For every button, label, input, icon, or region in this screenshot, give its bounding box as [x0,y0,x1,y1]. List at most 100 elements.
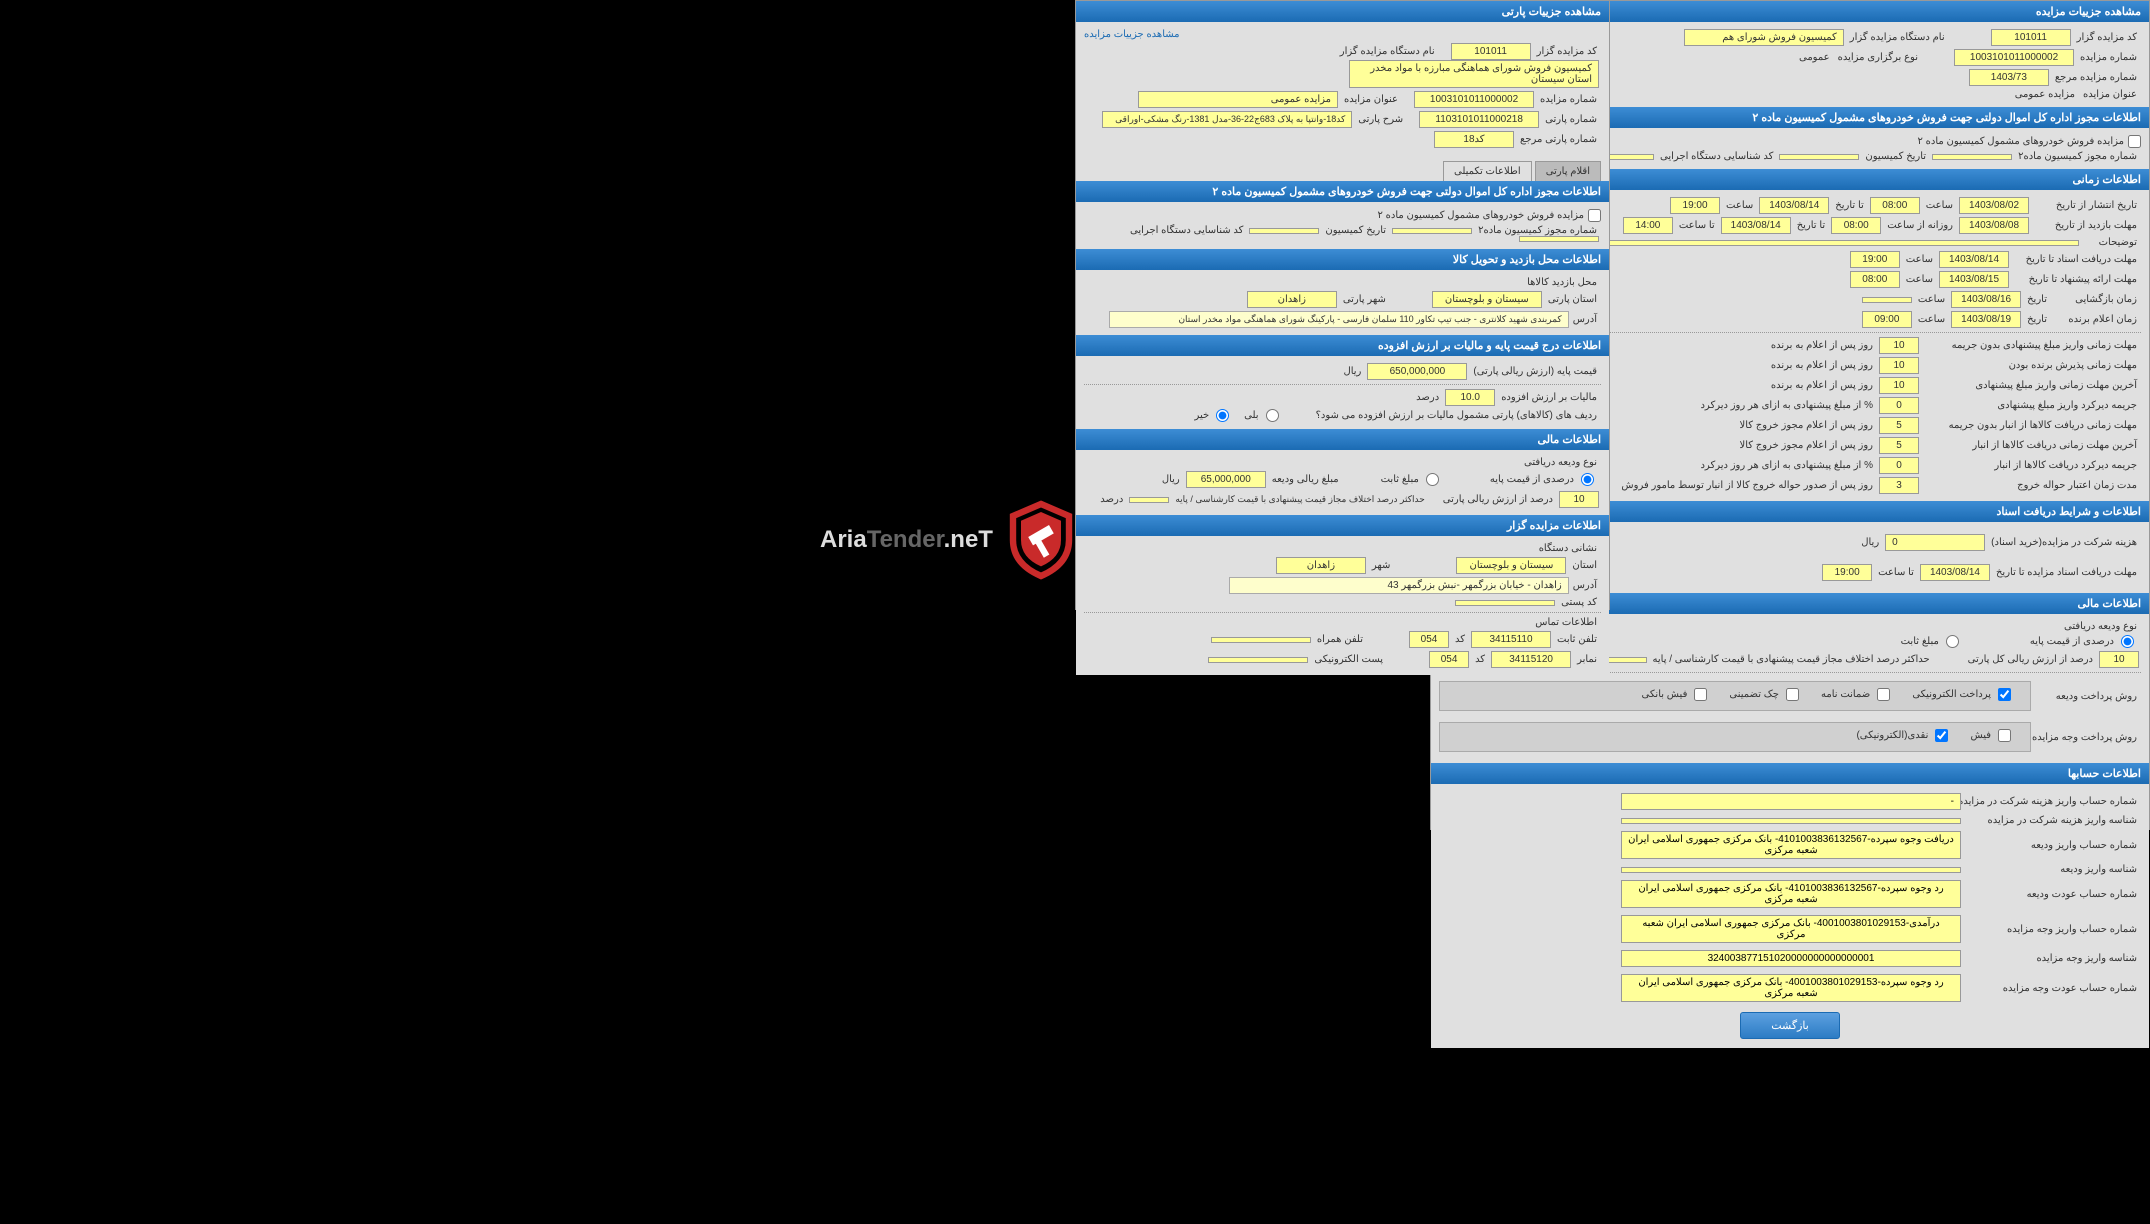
radio-fixed-l[interactable] [1426,473,1439,486]
label-vat: مالیات بر ارزش افزوده [1497,392,1601,403]
field-bid-to: 1403/08/15 [1939,271,2009,288]
watermark-logo: AriaTender.neT [820,500,1081,580]
label-last-goods: آخرین مهلت زمانی دریافت کالاها از انبار [1921,440,2141,451]
label-to-date2: تا تاریخ [1793,220,1830,231]
field-code: 101011 [1991,29,2071,46]
field-pub-to-time: 19:00 [1670,197,1720,214]
field-accept: 10 [1879,357,1919,374]
label-lic-num: شماره مجوز کمیسیون ماده۲ [2014,151,2141,162]
field-ref: 1403/73 [1969,69,2049,86]
label-time5: ساعت [1914,294,1949,305]
label-code-prefix2: کد [1471,654,1489,665]
label-org-address: نشانی دستگاه [1535,543,1601,554]
header-party: مشاهده جزییات پارتی [1076,1,1609,22]
label-bid-to: مهلت ارائه پیشنهاد تا تاریخ [2011,274,2141,285]
label-percent-base-r: درصدی از قیمت پایه [2026,636,2118,647]
field-acc3: دریافت وجوه سپرده-4101003836132567- بانک… [1621,831,1961,859]
btn-back[interactable]: بازگشت [1740,1012,1840,1039]
field-open-time [1862,297,1912,303]
label-check: چک تضمینی [1725,689,1783,700]
field-ref-l: کد18 [1434,131,1514,148]
field-max-diff-l [1129,497,1169,503]
label-agency-l: نام دستگاه مزایده گزار [1336,46,1439,57]
label-time1: ساعت [1922,200,1957,211]
label-party-desc: شرح پارتی [1354,114,1407,125]
label-vehicles-l: مزایده فروش خودروهای مشمول کمیسیون ماده … [1373,210,1588,221]
radio-fixed[interactable] [1946,635,1959,648]
party-details-panel: مشاهده جزییات پارتی مشاهده جزییات مزایده… [1075,0,1610,610]
field-vat: 10.0 [1445,389,1495,406]
label-doc-from: مهلت دریافت اسناد تا تاریخ [2011,254,2141,265]
label-fixed-r: مبلغ ثابت [1897,636,1943,647]
label-acc5: شماره حساب عودت ودیعه [1961,889,2141,900]
field-province: سیستان و بلوچستان [1432,291,1542,308]
label-fish: فیش [1966,730,1995,741]
field-party-num: 1103101011000218 [1419,111,1539,128]
field-doc-deadline-time: 19:00 [1822,564,1872,581]
link-details[interactable]: مشاهده جزییات مزایده [1084,29,1180,40]
label-to-time2: تا ساعت [1874,567,1918,578]
type-value: عمومی [1795,52,1834,63]
label-days-after1: روز پس از اعلام به برنده [1767,340,1877,351]
label-elec-pay: پرداخت الکترونیکی [1908,689,1995,700]
field-penalty: 10 [1879,337,1919,354]
label-bank-slip: فیش بانکی [1638,689,1692,700]
field-percent-party: 10 [1559,491,1599,508]
field-pub-from: 1403/08/02 [1959,197,2029,214]
label-days-after2: روز پس از اعلام به برنده [1767,360,1877,371]
cb-check[interactable] [1786,688,1799,701]
label-percent-l: درصد [1412,392,1443,403]
field-lic-exec-l [1519,236,1599,242]
field-acc1: - [1621,793,1961,810]
label-accept: مهلت زمانی پذیرش برنده بودن [1921,360,2141,371]
cb-elec-pay[interactable] [1998,688,2011,701]
checkbox-vehicles-l[interactable] [1588,209,1601,222]
label-base-price: قیمت پایه (ارزش ریالی پارتی) [1469,366,1601,377]
label-transfer-after: روز پس از صدور حواله خروج کالا از انبار … [1617,480,1877,491]
label-notes: توضیحات [2081,237,2141,248]
label-auction-num: شماره مزایده [2076,52,2141,63]
label-ref-l: شماره پارتی مرجع [1516,134,1601,145]
label-rial1: ریال [1857,537,1883,548]
field-acc4 [1621,867,1961,873]
field-doc-from: 1403/08/14 [1939,251,2009,268]
field-auction-num: 1003101011000002 [1954,49,2074,66]
label-deposit-amt: مبلغ ریالی ودیعه [1268,474,1343,485]
radio-yes[interactable] [1266,409,1279,422]
field-party-desc: کد18-وانتپا به پلاک 683ج22-36-مدل 1381-ر… [1102,111,1352,128]
label-contact: اطلاعات تماس [1531,617,1601,628]
label-visit-from: مهلت بازدید از تاریخ [2031,220,2141,231]
label-penalty2: جریمه دیرکرد واریز مبلغ پیشنهادی [1921,400,2141,411]
tab-extra-info[interactable]: اطلاعات تکمیلی [1443,161,1532,181]
field-postal [1455,600,1555,606]
header-location: اطلاعات محل بازدید و تحویل کالا [1076,249,1609,270]
radio-percent-base[interactable] [2121,635,2134,648]
field-email [1208,657,1308,663]
cb-cash-elec[interactable] [1935,729,1948,742]
field-daily-from: 08:00 [1831,217,1881,234]
field-transfer: 3 [1879,477,1919,494]
label-title: عنوان مزایده [2079,89,2141,100]
checkbox-vehicles[interactable] [2128,135,2141,148]
radio-percent-base-l[interactable] [1581,473,1594,486]
cb-guarantee[interactable] [1877,688,1890,701]
field-doc-from-time: 19:00 [1850,251,1900,268]
label-address: آدرس [1569,314,1601,325]
label-lic-date: تاریخ کمیسیون [1861,151,1930,162]
field-winner-date: 1403/08/19 [1951,311,2021,328]
label-yes: بلی [1240,410,1262,421]
field-doc-deadline: 1403/08/14 [1920,564,1990,581]
label-lic-date-l: تاریخ کمیسیون [1321,225,1390,236]
cb-fish[interactable] [1998,729,2011,742]
cb-bank-slip[interactable] [1694,688,1707,701]
label-code: کد مزایده گزار [2073,32,2141,43]
header-price: اطلاعات درج قیمت پایه و مالیات بر ارزش ا… [1076,335,1609,356]
label-max-diff-l: حداکثر درصد اختلاف مجاز قیمت پیشنهادی با… [1171,494,1428,505]
label-code-prefix1: کد [1451,634,1469,645]
radio-no[interactable] [1216,409,1229,422]
label-ref: شماره مزایده مرجع [2051,72,2141,83]
tab-items[interactable]: اقلام پارتی [1535,161,1601,181]
label-province: استان پارتی [1544,294,1601,305]
field-open-date: 1403/08/16 [1951,291,2021,308]
field-agency-l: کمیسیون فروش شورای هماهنگی مبارزه با موا… [1349,60,1599,88]
